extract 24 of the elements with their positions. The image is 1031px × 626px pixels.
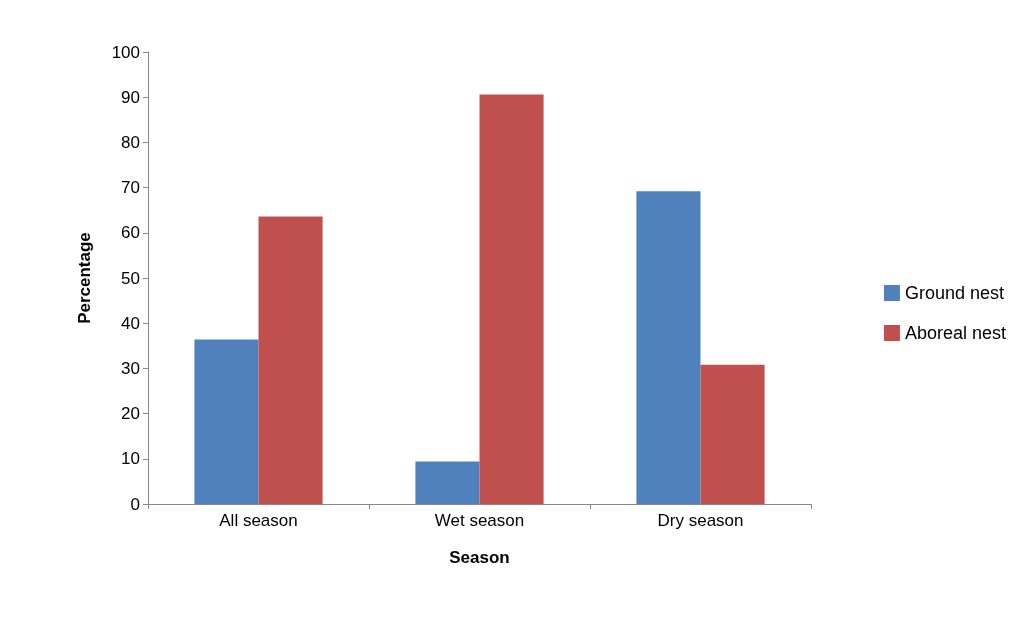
y-tick-label: 30 [121, 358, 140, 378]
bar [479, 94, 544, 504]
bar [415, 461, 480, 504]
x-tick-label: All season [219, 511, 298, 530]
y-axis-title: Percentage [75, 232, 94, 324]
y-tick-label: 0 [130, 494, 140, 514]
bar [700, 364, 765, 504]
y-tick-label: 80 [121, 132, 140, 152]
legend-label: Aboreal nest [904, 323, 1007, 343]
bar [194, 339, 259, 504]
bar [636, 191, 701, 504]
y-tick-label: 50 [121, 268, 140, 288]
legend-label: Ground nest [904, 283, 1004, 303]
y-tick-label: 20 [121, 404, 140, 424]
y-tick-label: 10 [121, 449, 140, 469]
x-tick-label: Wet season [434, 511, 525, 530]
y-tick-label: 90 [121, 87, 140, 107]
x-axis-title: Season [449, 548, 510, 567]
y-tick-label: 100 [111, 42, 140, 62]
y-tick-label: 60 [121, 223, 140, 243]
bar [258, 216, 323, 504]
y-tick-label: 70 [121, 178, 140, 198]
y-tick-label: 40 [121, 313, 140, 333]
x-tick-label: Dry season [657, 511, 744, 530]
